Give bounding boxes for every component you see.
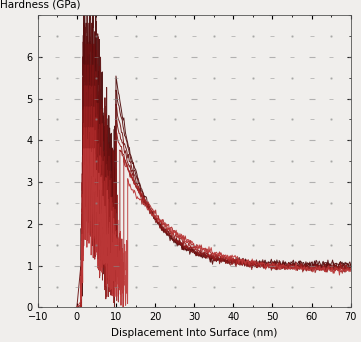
X-axis label: Displacement Into Surface (nm): Displacement Into Surface (nm) bbox=[111, 328, 277, 338]
Y-axis label: Hardness (GPa): Hardness (GPa) bbox=[0, 0, 81, 9]
